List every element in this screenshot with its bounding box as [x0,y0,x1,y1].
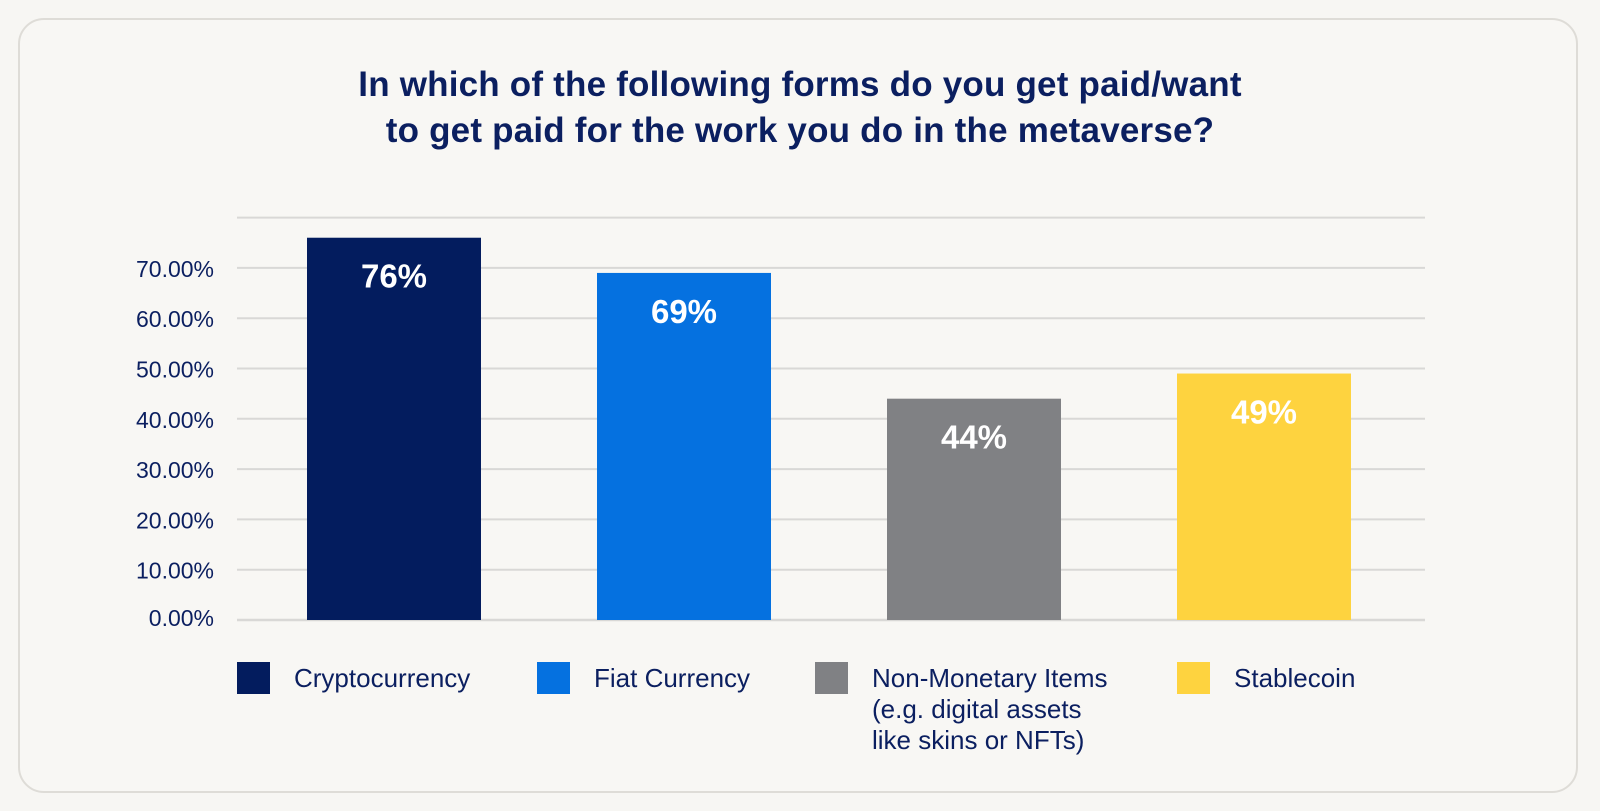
legend-label: Fiat Currency [594,663,751,693]
data-label: 44% [941,419,1007,456]
y-tick-label: 0.00% [149,605,214,631]
data-label: 76% [361,258,427,295]
data-label: 49% [1231,394,1297,431]
legend-label: Stablecoin [1234,663,1356,693]
legend-item: Stablecoin [1177,662,1355,694]
bar [597,272,771,620]
legend-swatch [537,662,570,694]
y-tick-label: 40.00% [136,407,214,433]
legend-swatch [815,662,848,694]
bar [1177,373,1351,620]
y-tick-label: 70.00% [136,256,214,282]
legend-item: Fiat Currency [537,662,750,694]
y-tick-label: 30.00% [136,457,214,483]
legend-label: Non-Monetary Items (e.g. digital assets … [872,663,1108,755]
y-tick-label: 10.00% [136,558,214,584]
legend-swatch [1177,662,1210,694]
chart-title: In which of the following forms do you g… [358,65,1242,150]
y-tick-label: 50.00% [136,357,214,383]
bar [307,237,481,620]
data-label: 69% [651,293,717,330]
bar [887,398,1061,620]
legend-item: Cryptocurrency [237,662,470,694]
y-tick-label: 20.00% [136,507,214,533]
legend-label: Cryptocurrency [294,663,471,693]
legend-item: Non-Monetary Items (e.g. digital assets … [815,662,1108,756]
y-tick-label: 60.00% [136,306,214,332]
legend-swatch [237,662,270,694]
